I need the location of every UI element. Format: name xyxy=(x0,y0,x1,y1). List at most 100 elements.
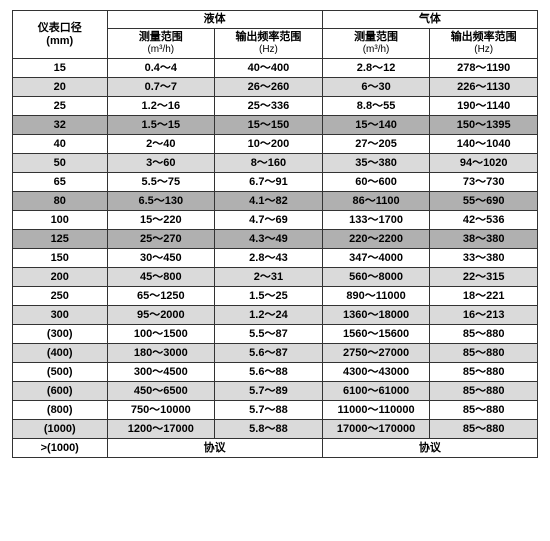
cell-c1: 6.5～130 xyxy=(107,192,215,211)
cell-c2: 5.6～88 xyxy=(215,363,323,382)
cell-c0: (300) xyxy=(13,325,108,344)
cell-c0: (500) xyxy=(13,363,108,382)
cell-c0: 50 xyxy=(13,154,108,173)
cell-c2: 40～400 xyxy=(215,59,323,78)
header-liquid-freq: 输出频率范围 (Hz) xyxy=(215,29,323,59)
cell-c0: 65 xyxy=(13,173,108,192)
cell-c4: 85～880 xyxy=(430,325,538,344)
cell-c2: 6.7～91 xyxy=(215,173,323,192)
cell-c2: 4.7～69 xyxy=(215,211,323,230)
footer-liquid: 协议 xyxy=(107,439,322,458)
cell-c3: 60～600 xyxy=(322,173,430,192)
cell-c1: 450～6500 xyxy=(107,382,215,401)
header-diameter-l2: (mm) xyxy=(15,35,105,48)
cell-c0: 200 xyxy=(13,268,108,287)
cell-c0: (800) xyxy=(13,401,108,420)
cell-c2: 5.8～88 xyxy=(215,420,323,439)
cell-c0: 250 xyxy=(13,287,108,306)
cell-c1: 2～40 xyxy=(107,135,215,154)
cell-c4: 33～380 xyxy=(430,249,538,268)
table-row: 15030～4502.8～43347～400033～380 xyxy=(13,249,538,268)
cell-c1: 65～1250 xyxy=(107,287,215,306)
table-row: 655.5～756.7～9160～60073～730 xyxy=(13,173,538,192)
table-row: 200.7～726～2606～30226～1130 xyxy=(13,78,538,97)
cell-c0: 20 xyxy=(13,78,108,97)
cell-c1: 30～450 xyxy=(107,249,215,268)
cell-c4: 22～315 xyxy=(430,268,538,287)
table-body: 150.4～440～4002.8～12278～1190200.7～726～260… xyxy=(13,59,538,439)
cell-c2: 4.1～82 xyxy=(215,192,323,211)
footer-gas: 协议 xyxy=(322,439,537,458)
table-row: (500)300～45005.6～884300～4300085～880 xyxy=(13,363,538,382)
cell-c4: 226～1130 xyxy=(430,78,538,97)
header-liquid: 液体 xyxy=(107,11,322,29)
cell-c4: 140～1040 xyxy=(430,135,538,154)
cell-c0: (1000) xyxy=(13,420,108,439)
table-row: 25065～12501.5～25890～1100018～221 xyxy=(13,287,538,306)
cell-c3: 15～140 xyxy=(322,116,430,135)
table-header: 仪表口径 (mm) 液体 气体 测量范围 (m³/h) 输出频率范围 (Hz) … xyxy=(13,11,538,59)
cell-c1: 5.5～75 xyxy=(107,173,215,192)
cell-c0: 15 xyxy=(13,59,108,78)
table-row: (800)750～100005.7～8811000～11000085～880 xyxy=(13,401,538,420)
cell-c3: 133～1700 xyxy=(322,211,430,230)
cell-c2: 25～336 xyxy=(215,97,323,116)
cell-c4: 85～880 xyxy=(430,382,538,401)
cell-c3: 220～2200 xyxy=(322,230,430,249)
cell-c3: 1560～15600 xyxy=(322,325,430,344)
cell-c3: 347～4000 xyxy=(322,249,430,268)
cell-c2: 5.7～88 xyxy=(215,401,323,420)
cell-c4: 55～690 xyxy=(430,192,538,211)
cell-c2: 5.5～87 xyxy=(215,325,323,344)
cell-c2: 5.6～87 xyxy=(215,344,323,363)
cell-c2: 5.7～89 xyxy=(215,382,323,401)
cell-c3: 11000～110000 xyxy=(322,401,430,420)
cell-c3: 6～30 xyxy=(322,78,430,97)
cell-c2: 1.2～24 xyxy=(215,306,323,325)
cell-c4: 16～213 xyxy=(430,306,538,325)
cell-c2: 15～150 xyxy=(215,116,323,135)
cell-c4: 150～1395 xyxy=(430,116,538,135)
cell-c3: 2750～27000 xyxy=(322,344,430,363)
cell-c4: 38～380 xyxy=(430,230,538,249)
cell-c4: 278～1190 xyxy=(430,59,538,78)
header-liquid-range: 测量范围 (m³/h) xyxy=(107,29,215,59)
footer-diameter: >(1000) xyxy=(13,439,108,458)
cell-c2: 1.5～25 xyxy=(215,287,323,306)
cell-c1: 1.2～16 xyxy=(107,97,215,116)
header-diameter: 仪表口径 (mm) xyxy=(13,11,108,59)
cell-c0: (400) xyxy=(13,344,108,363)
header-gas: 气体 xyxy=(322,11,537,29)
cell-c1: 0.4～4 xyxy=(107,59,215,78)
cell-c4: 190～1140 xyxy=(430,97,538,116)
cell-c1: 1200～17000 xyxy=(107,420,215,439)
cell-c2: 2～31 xyxy=(215,268,323,287)
table-row: 806.5～1304.1～8286～110055～690 xyxy=(13,192,538,211)
cell-c4: 73～730 xyxy=(430,173,538,192)
table-row: 150.4～440～4002.8～12278～1190 xyxy=(13,59,538,78)
cell-c4: 85～880 xyxy=(430,401,538,420)
header-gas-freq: 输出频率范围 (Hz) xyxy=(430,29,538,59)
cell-c4: 94～1020 xyxy=(430,154,538,173)
cell-c1: 0.7～7 xyxy=(107,78,215,97)
cell-c3: 27～205 xyxy=(322,135,430,154)
table-row: (600)450～65005.7～896100～6100085～880 xyxy=(13,382,538,401)
cell-c0: 25 xyxy=(13,97,108,116)
cell-c2: 8～160 xyxy=(215,154,323,173)
cell-c3: 1360～18000 xyxy=(322,306,430,325)
cell-c1: 1.5～15 xyxy=(107,116,215,135)
cell-c0: 80 xyxy=(13,192,108,211)
table-row: 321.5～1515～15015～140150～1395 xyxy=(13,116,538,135)
table-row: 20045～8002～31560～800022～315 xyxy=(13,268,538,287)
table-row: 10015～2204.7～69133～170042～536 xyxy=(13,211,538,230)
cell-c2: 26～260 xyxy=(215,78,323,97)
cell-c4: 42～536 xyxy=(430,211,538,230)
cell-c4: 85～880 xyxy=(430,363,538,382)
cell-c0: (600) xyxy=(13,382,108,401)
cell-c2: 10～200 xyxy=(215,135,323,154)
cell-c3: 4300～43000 xyxy=(322,363,430,382)
cell-c3: 8.8～55 xyxy=(322,97,430,116)
table-row: 12525～2704.3～49220～220038～380 xyxy=(13,230,538,249)
table-row: 251.2～1625～3368.8～55190～1140 xyxy=(13,97,538,116)
table-row: (400)180～30005.6～872750～2700085～880 xyxy=(13,344,538,363)
